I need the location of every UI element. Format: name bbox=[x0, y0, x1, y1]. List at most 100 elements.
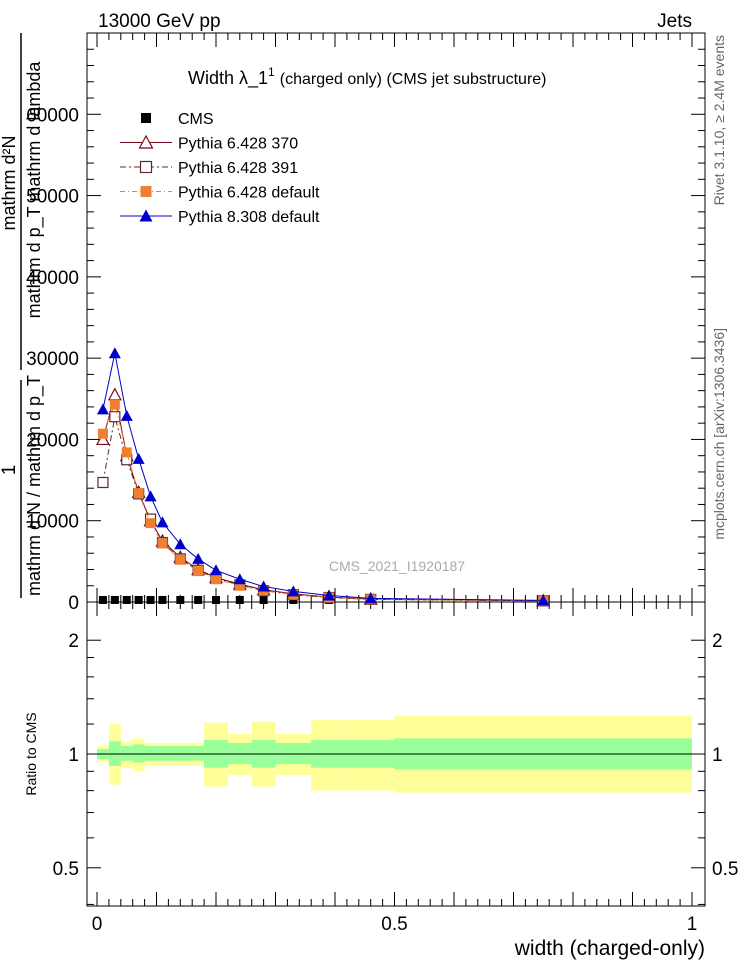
header-left: 13000 GeV pp bbox=[98, 11, 221, 32]
data-point bbox=[323, 589, 336, 601]
analysis-watermark: CMS_2021_I1920187 bbox=[329, 558, 465, 574]
data-point bbox=[259, 595, 268, 604]
data-point bbox=[132, 452, 145, 464]
data-point bbox=[287, 585, 300, 597]
data-point bbox=[210, 564, 222, 576]
x-axis-label: width (charged-only) bbox=[514, 937, 705, 960]
x-tick-label: 0.5 bbox=[381, 914, 407, 935]
y-tick-label: 20000 bbox=[26, 430, 79, 451]
data-point bbox=[122, 595, 131, 604]
data-point bbox=[109, 399, 120, 410]
series-1 bbox=[95, 387, 551, 607]
axis-ticks bbox=[87, 32, 705, 906]
data-point bbox=[109, 411, 121, 423]
title-superscript: 1 bbox=[268, 65, 275, 79]
series-2 bbox=[97, 411, 549, 607]
data-point bbox=[176, 595, 185, 604]
data-point bbox=[120, 409, 133, 421]
x-tick-label: 0 bbox=[92, 914, 103, 935]
data-point bbox=[138, 134, 154, 149]
data-point bbox=[139, 160, 153, 174]
data-point bbox=[193, 566, 204, 577]
series-line bbox=[102, 394, 544, 602]
ratio-band-inner bbox=[192, 745, 205, 761]
ratio-y-tick-label: 0.5 bbox=[53, 859, 79, 880]
ratio-y-tick-label: 2 bbox=[68, 631, 79, 652]
data-point bbox=[146, 595, 155, 604]
data-point bbox=[235, 595, 244, 604]
data-point bbox=[141, 113, 151, 123]
series-4 bbox=[96, 347, 550, 606]
data-point bbox=[211, 574, 221, 585]
data-point bbox=[97, 476, 109, 489]
data-point bbox=[364, 592, 377, 604]
ratio-band-inner bbox=[132, 744, 145, 763]
data-point bbox=[96, 403, 109, 415]
ratio-band-inner bbox=[144, 745, 157, 761]
data-series bbox=[95, 347, 551, 607]
y-tick-label: 40000 bbox=[26, 268, 79, 289]
main-y-axis-label: 1 mathrm d N / mathrm d p_T mathrm d²N m… bbox=[0, 33, 45, 598]
ratio-band-inner bbox=[156, 745, 169, 761]
y-tick-label: 0 bbox=[68, 593, 79, 614]
ratio-y-tick-label: 1 bbox=[68, 745, 79, 766]
data-point bbox=[257, 580, 270, 592]
ylabel-numerator: mathrm d²N bbox=[0, 135, 19, 230]
data-point bbox=[233, 573, 246, 585]
data-point bbox=[97, 428, 108, 439]
data-point bbox=[134, 595, 143, 604]
legend-label: Pythia 6.428 391 bbox=[178, 160, 298, 177]
ratio-band-inner bbox=[120, 745, 133, 761]
series-line bbox=[102, 353, 544, 601]
data-point bbox=[174, 538, 187, 550]
data-point bbox=[133, 488, 144, 499]
data-point bbox=[157, 538, 168, 549]
data-point bbox=[192, 552, 205, 564]
data-point bbox=[175, 554, 186, 565]
ylabel-denominator: mathrm d p_T mathrm d lambda bbox=[24, 61, 45, 319]
y-tick-label: 50000 bbox=[26, 187, 79, 208]
x-tick-label: 1 bbox=[687, 914, 698, 935]
y-tick-label: 60000 bbox=[26, 105, 79, 126]
data-point bbox=[212, 595, 220, 604]
data-point bbox=[537, 594, 550, 606]
data-point bbox=[145, 518, 156, 529]
ratio-uncertainty-bands bbox=[97, 716, 692, 793]
legend-label: CMS bbox=[178, 111, 214, 128]
data-point bbox=[140, 186, 152, 197]
y-tick-label: 30000 bbox=[26, 349, 79, 370]
ylabel-inv-numerator: 1 bbox=[0, 465, 20, 476]
legend-label: Pythia 6.428 370 bbox=[178, 136, 298, 153]
ratio-y-axis-label: Ratio to CMS bbox=[23, 712, 39, 795]
header-right: Jets bbox=[657, 11, 692, 32]
data-point bbox=[98, 595, 107, 604]
ylabel-inv-denominator: mathrm d N / mathrm d p_T bbox=[24, 375, 45, 596]
ratio-y-tick-label-right: 0.5 bbox=[712, 859, 738, 880]
data-point bbox=[194, 595, 203, 604]
mcplots-label: mcplots.cern.ch [arXiv:1306.3436] bbox=[711, 328, 727, 540]
data-point bbox=[144, 490, 157, 502]
y-tick-label: 10000 bbox=[26, 512, 79, 533]
ratio-y-tick-label-right: 2 bbox=[712, 631, 723, 652]
axis-tick-labels: 0 10000 20000 30000 40000 50000 60000 0 0.5 1 0.5 0… bbox=[26, 105, 738, 935]
series-line bbox=[102, 416, 544, 602]
title-main: Width λ_1 bbox=[188, 68, 268, 89]
plot-title: Width λ_11 (charged only) (CMS jet substr… bbox=[188, 65, 547, 89]
data-point bbox=[234, 580, 245, 591]
data-point bbox=[139, 209, 153, 222]
data-point bbox=[110, 595, 119, 604]
data-point bbox=[156, 516, 169, 528]
series-3 bbox=[97, 399, 549, 606]
legend: CMS Pythia 6.428 370 Pythia 6.428 391 Pythi… bbox=[120, 111, 320, 226]
rivet-label: Rivet 3.1.10, ≥ 2.4M events bbox=[711, 35, 727, 205]
data-point bbox=[121, 447, 132, 458]
ratio-y-tick-label-right: 1 bbox=[712, 745, 723, 766]
legend-label: Pythia 6.428 default bbox=[178, 185, 320, 202]
data-point bbox=[158, 595, 167, 604]
title-suffix: (charged only) (CMS jet substructure) bbox=[280, 71, 547, 88]
data-point bbox=[95, 432, 110, 446]
data-point bbox=[108, 347, 121, 359]
series-line bbox=[102, 402, 544, 602]
legend-label: Pythia 8.308 default bbox=[178, 209, 320, 226]
